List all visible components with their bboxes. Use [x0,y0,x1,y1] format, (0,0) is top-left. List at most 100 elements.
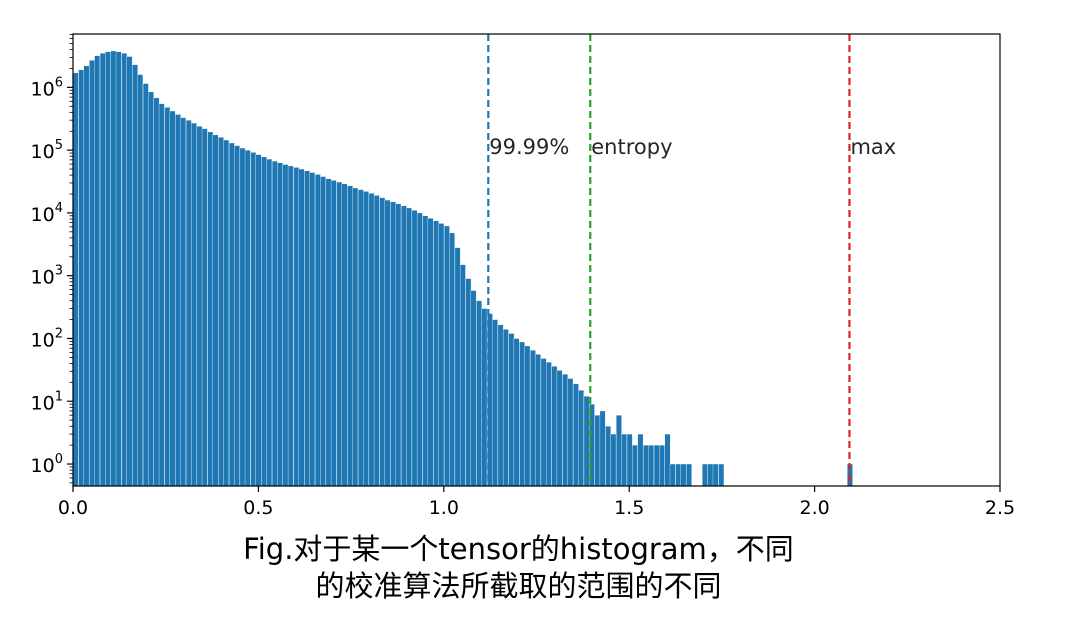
histogram-bar [400,205,407,487]
histogram-bar [513,338,520,487]
y-tick-label: 104 [31,201,63,226]
x-tick-label: 0.5 [243,497,273,519]
histogram-bar [476,300,482,487]
histogram-bar [347,185,353,487]
histogram-bar [207,131,214,487]
histogram-bar [277,162,283,487]
histogram-bar [616,415,622,487]
histogram-bar [320,176,326,487]
histogram-bar [83,65,90,487]
histogram-bar [373,195,380,487]
histogram-bar [314,174,321,487]
y-tick-label: 102 [31,326,63,351]
threshold-label-0: 99.99% [489,135,569,159]
histogram-bar [330,180,337,487]
histogram-bar [718,463,725,487]
histogram-bar [266,158,273,487]
histogram-bar [702,463,708,487]
x-tick-label: 2.5 [985,497,1015,519]
x-tick-label: 0.0 [58,497,88,519]
x-tick-label: 1.0 [429,497,459,519]
histogram-bar [675,463,682,487]
histogram-bar [605,426,612,487]
histogram-bar [341,183,348,487]
histogram-bar [336,181,343,487]
histogram-bar [502,329,509,487]
histogram-bar [304,170,310,487]
y-tick-label: 106 [31,75,63,100]
histogram-bar [438,223,445,487]
histogram-bar [352,187,359,487]
histogram-bar [411,210,418,487]
histogram-bar [648,444,655,487]
histogram-bar [239,147,246,487]
histogram-bar [626,433,633,487]
histogram-bar [594,415,601,487]
histogram-bar [196,126,203,487]
histogram-bar [298,168,305,487]
histogram-bar [535,354,541,487]
histogram-bar [379,197,386,487]
histogram-bar [583,396,590,487]
histogram-bar [309,172,316,487]
histogram-bar [223,139,230,487]
plot-frame [72,33,1001,487]
y-axis-ticks: 100 101 102 103 104 105 106 [31,33,73,484]
histogram-bar [271,160,278,487]
histogram-bar [433,220,439,487]
histogram-bar [707,463,714,487]
histogram-bar [212,134,219,487]
histogram-bar [137,74,144,487]
histogram-bar [218,137,224,487]
histogram-bar [551,366,558,487]
histogram-bar [680,463,687,487]
histogram-bar [454,247,461,487]
x-axis-ticks: 0.0 0.5 1.0 1.5 2.0 2.5 [58,486,1015,519]
histogram-bars [72,50,853,487]
histogram-bar [357,189,364,487]
histogram-bar [142,83,149,487]
x-tick-label: 2.0 [799,497,829,519]
histogram-bar [384,199,391,487]
histogram-bar [573,383,579,487]
histogram-bar [164,107,171,487]
histogram-bar [201,128,208,487]
histogram-bar [325,178,332,487]
x-tick-label: 1.5 [614,497,644,519]
histogram-bar [250,152,257,487]
histogram-bar [115,51,122,487]
threshold-label-1: entropy [591,135,672,159]
histogram-bar [545,361,552,487]
histogram-bar [363,191,369,487]
histogram-bar [148,91,154,487]
histogram-bar [530,350,536,487]
histogram-bar [712,463,719,487]
histogram-bar [406,207,412,487]
histogram-bar [261,156,267,487]
y-tick-label: 105 [31,138,63,163]
histogram-bar [643,444,649,487]
histogram-bar [78,69,85,487]
histogram-bar [395,203,402,487]
histogram-bar [99,53,106,487]
histogram-bar [637,433,644,487]
histogram-bar [416,212,423,487]
histogram-bar [659,444,665,487]
y-tick-label: 100 [31,452,63,477]
histogram-bar [121,53,128,487]
threshold-label-2: max [850,135,896,159]
histogram-bar [497,324,504,487]
threshold-lines [487,34,851,486]
histogram-bar [110,50,117,487]
histogram-bar [524,345,531,487]
histogram-bar [443,225,450,487]
histogram-bar [562,373,569,487]
histogram-bar [368,193,375,487]
histogram-bar [470,290,477,487]
histogram-bar [449,232,455,487]
histogram-bar [481,308,488,487]
histogram-bar [621,433,627,487]
histogram-bar [664,433,671,487]
histogram-bar [293,167,300,487]
